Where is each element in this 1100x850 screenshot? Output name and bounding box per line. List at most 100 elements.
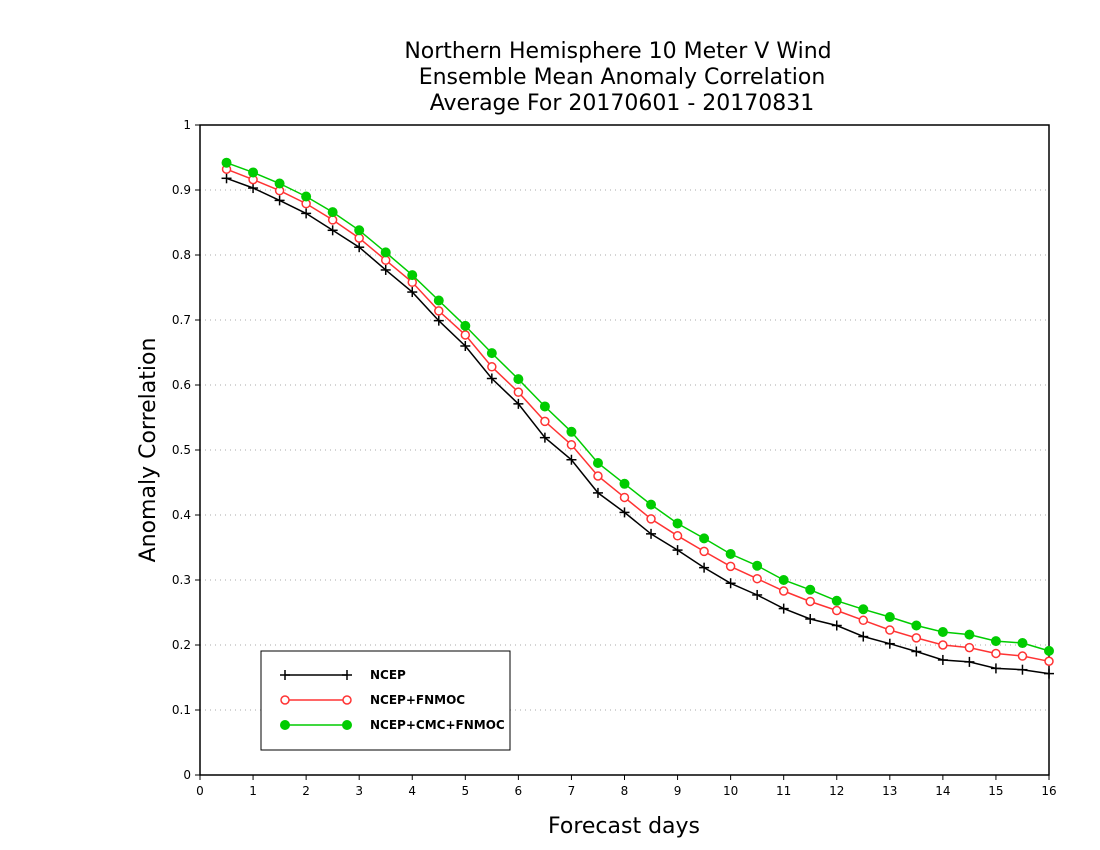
series-0-line — [226, 177, 1050, 675]
plot-frame — [199, 124, 1050, 776]
series-0-point-29 — [990, 663, 1001, 674]
legend-entries: NCEP NCEP+FNMOC NCEP+CMC+FNMOC — [280, 668, 505, 732]
series-0-point-31 — [1044, 668, 1054, 679]
series-0-point-25 — [884, 638, 895, 649]
series-0-point-16 — [646, 528, 657, 539]
series-1-point-17 — [672, 531, 683, 541]
series-2-point-24 — [858, 604, 869, 615]
series-0-point-7 — [407, 287, 418, 298]
series-2-point-26 — [911, 620, 922, 631]
series-0 — [221, 173, 1054, 679]
series-2-point-7 — [407, 270, 418, 281]
series-1-line — [226, 168, 1050, 663]
series-0-point-30 — [1017, 664, 1028, 675]
legend-entry-2: NCEP+CMC+FNMOC — [280, 718, 505, 732]
series-2-point-13 — [566, 426, 577, 437]
legend: NCEP NCEP+FNMOC NCEP+CMC+FNMOC — [260, 650, 511, 751]
x-tick-label-9: 9 — [674, 784, 682, 798]
series-2-point-8 — [433, 295, 444, 306]
legend-marker-start-2 — [280, 720, 290, 730]
series-0-point-9 — [460, 341, 471, 351]
legend-marker-end-2 — [342, 720, 352, 730]
series-2-point-12 — [539, 401, 550, 412]
series-0-point-28 — [964, 656, 975, 667]
series-0-point-22 — [805, 614, 816, 624]
y-tick-label-9: 0.9 — [172, 183, 191, 197]
series-1-point-14 — [593, 471, 603, 481]
series-1-point-15 — [619, 492, 630, 503]
series-0-point-27 — [937, 654, 948, 665]
series-2-point-29 — [990, 636, 1001, 647]
series-0-point-12 — [539, 432, 550, 443]
series-2-point-16 — [646, 499, 657, 510]
series-0-point-5 — [354, 242, 365, 253]
series-2-point-0 — [221, 157, 232, 168]
series-0-point-8 — [433, 315, 444, 326]
x-tick-label-3: 3 — [355, 784, 363, 798]
series-2-point-11 — [513, 374, 524, 385]
series-0-point-14 — [592, 487, 603, 498]
series-1-point-31 — [1044, 656, 1054, 666]
series-2-point-4 — [327, 207, 338, 218]
series-2-point-18 — [699, 533, 710, 544]
series-2-point-31 — [1044, 645, 1054, 656]
series-1-point-8 — [434, 306, 444, 316]
legend-marker-end-0 — [342, 670, 352, 680]
legend-marker-start-1 — [280, 695, 290, 705]
x-tick-label-16: 16 — [1041, 784, 1056, 798]
series-0-point-21 — [778, 603, 789, 614]
series-2 — [221, 157, 1054, 656]
series-1-point-19 — [725, 561, 736, 572]
series-1-point-12 — [540, 416, 550, 427]
series-0-point-18 — [699, 562, 710, 573]
series-0-point-17 — [672, 545, 683, 556]
chart-title-line-2: Ensemble Mean Anomaly Correlation — [419, 65, 826, 90]
series-1-point-10 — [487, 362, 497, 372]
series-0-point-0 — [221, 173, 232, 184]
series-1-point-21 — [778, 586, 789, 596]
legend-label-2: NCEP+CMC+FNMOC — [370, 718, 505, 732]
series-1-point-13 — [566, 440, 577, 450]
series-0-point-26 — [911, 646, 922, 657]
series-1-point-29 — [991, 648, 1001, 659]
series-2-point-25 — [884, 612, 895, 623]
series-2-point-15 — [619, 478, 630, 489]
series-1-point-26 — [911, 633, 922, 643]
series-2-point-3 — [301, 191, 312, 202]
y-tick-label-0: 0 — [183, 768, 191, 782]
y-tick-label-2: 0.2 — [172, 638, 191, 652]
series-2-point-1 — [248, 167, 259, 178]
series-2-point-30 — [1017, 638, 1028, 649]
series-1-point-25 — [885, 625, 895, 635]
legend-label-1: NCEP+FNMOC — [370, 693, 465, 707]
x-tick-label-10: 10 — [723, 784, 738, 798]
series-2-point-27 — [937, 627, 948, 637]
series-2-point-28 — [964, 629, 975, 640]
series-2-point-14 — [592, 458, 603, 468]
x-tick-label-13: 13 — [882, 784, 897, 798]
x-tick-label-14: 14 — [935, 784, 950, 798]
series-1-point-30 — [1017, 651, 1028, 661]
legend-entry-1: NCEP+FNMOC — [280, 693, 465, 707]
series-2-point-6 — [380, 247, 391, 258]
x-tick-label-6: 6 — [515, 784, 523, 798]
x-tick-label-5: 5 — [461, 784, 469, 798]
series-0-point-11 — [513, 398, 524, 409]
chart-title-line-3: Average For 20170601 - 20170831 — [430, 91, 815, 116]
y-tick-label-6: 0.6 — [172, 378, 191, 392]
series-2-point-23 — [831, 595, 842, 606]
x-tick-label-8: 8 — [621, 784, 629, 798]
series-0-point-19 — [725, 578, 736, 589]
y-tick-label-4: 0.4 — [172, 508, 191, 522]
chart-title: Northern Hemisphere 10 Meter V Wind Ense… — [404, 39, 831, 116]
y-axis-label: Anomaly Correlation — [136, 338, 161, 563]
series-2-point-21 — [778, 575, 789, 585]
series-2-point-5 — [354, 225, 365, 236]
grid-lines — [200, 189, 1049, 711]
series-0-point-6 — [380, 264, 391, 275]
series-0-point-1 — [248, 183, 259, 194]
series-1-point-16 — [646, 514, 656, 524]
y-tick-label-3: 0.3 — [172, 573, 191, 587]
series-2-line — [226, 161, 1050, 652]
